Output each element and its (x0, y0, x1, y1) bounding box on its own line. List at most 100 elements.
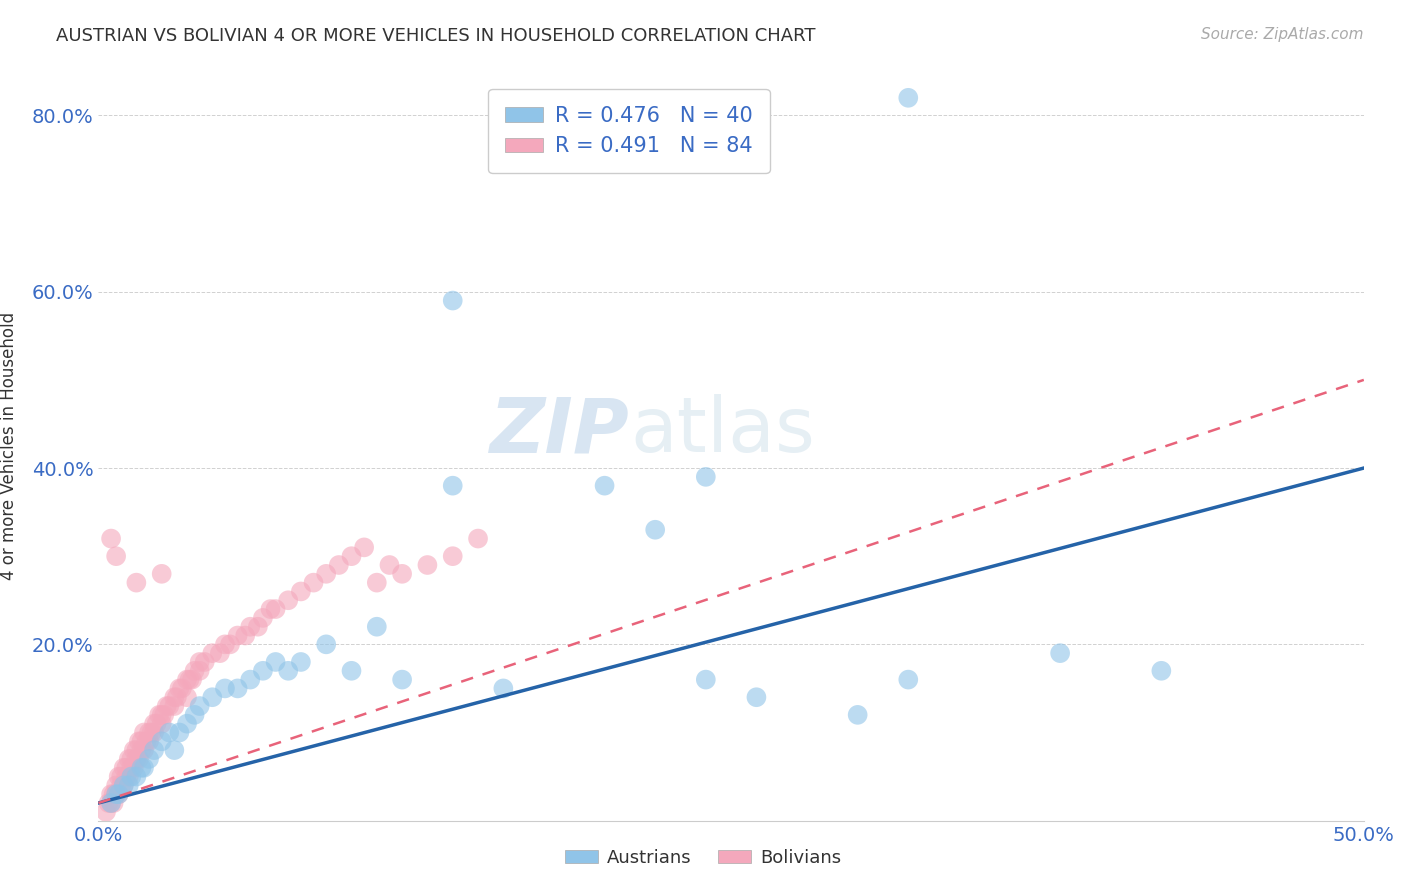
Point (97, 796, 120, 810)
Point (353, 541, 375, 555)
Point (120, 752, 142, 766)
Text: Source: ZipAtlas.com: Source: ZipAtlas.com (1201, 27, 1364, 42)
Point (100, 787, 122, 801)
Point (170, 681, 193, 696)
Point (131, 761, 153, 775)
Point (214, 681, 236, 696)
Point (156, 699, 179, 714)
Text: ZIP: ZIP (491, 394, 630, 468)
Point (169, 681, 191, 696)
Point (176, 690, 198, 705)
Point (219, 637, 242, 651)
Point (745, 690, 768, 705)
Y-axis label: 4 or more Vehicles in Household: 4 or more Vehicles in Household (0, 312, 18, 580)
Point (103, 787, 125, 801)
Point (153, 707, 176, 722)
Legend: R = 0.476   N = 40, R = 0.491   N = 84: R = 0.476 N = 40, R = 0.491 N = 84 (488, 89, 769, 173)
Point (378, 558, 401, 572)
Point (100, 532, 122, 546)
Point (290, 584, 312, 599)
Point (94, 805, 117, 819)
Point (239, 673, 262, 687)
Point (194, 655, 217, 669)
Point (132, 725, 155, 739)
Point (105, 787, 128, 801)
Point (340, 549, 363, 564)
Point (366, 620, 388, 634)
Point (163, 743, 186, 757)
Point (340, 664, 363, 678)
Point (1150, 664, 1173, 678)
Point (593, 478, 616, 492)
Point (416, 558, 439, 572)
Point (1049, 646, 1071, 660)
Point (176, 673, 198, 687)
Point (112, 778, 135, 792)
Point (695, 673, 717, 687)
Point (125, 752, 148, 766)
Point (391, 566, 413, 581)
Point (239, 620, 262, 634)
Point (188, 699, 211, 714)
Point (115, 770, 138, 784)
Point (259, 602, 281, 616)
Point (138, 752, 160, 766)
Point (157, 725, 180, 739)
Legend: Austrians, Bolivians: Austrians, Bolivians (558, 842, 848, 874)
Point (110, 770, 132, 784)
Point (163, 690, 186, 705)
Point (135, 734, 157, 748)
Point (644, 523, 666, 537)
Point (148, 707, 170, 722)
Point (179, 673, 201, 687)
Point (128, 752, 150, 766)
Point (118, 770, 141, 784)
Point (169, 725, 191, 739)
Point (150, 716, 173, 731)
Point (132, 761, 155, 775)
Point (366, 575, 388, 590)
Point (105, 778, 128, 792)
Point (138, 734, 160, 748)
Point (188, 664, 211, 678)
Point (105, 549, 128, 564)
Point (264, 602, 287, 616)
Point (277, 593, 299, 607)
Point (115, 761, 138, 775)
Point (214, 637, 236, 651)
Point (328, 558, 350, 572)
Point (264, 655, 287, 669)
Point (150, 707, 173, 722)
Point (107, 770, 129, 784)
Point (107, 787, 129, 801)
Point (125, 770, 148, 784)
Point (208, 646, 231, 660)
Point (492, 681, 515, 696)
Point (128, 734, 150, 748)
Point (150, 566, 173, 581)
Point (163, 699, 186, 714)
Point (138, 725, 160, 739)
Point (246, 620, 269, 634)
Point (122, 743, 145, 757)
Point (302, 575, 325, 590)
Point (157, 699, 180, 714)
Point (105, 787, 128, 801)
Text: AUSTRIAN VS BOLIVIAN 4 OR MORE VEHICLES IN HOUSEHOLD CORRELATION CHART: AUSTRIAN VS BOLIVIAN 4 OR MORE VEHICLES … (56, 27, 815, 45)
Point (141, 725, 163, 739)
Point (145, 716, 167, 731)
Point (226, 628, 249, 642)
Point (183, 707, 205, 722)
Point (277, 664, 299, 678)
Point (131, 734, 153, 748)
Point (100, 796, 122, 810)
Text: atlas: atlas (630, 394, 814, 468)
Point (103, 796, 125, 810)
Point (131, 743, 153, 757)
Point (125, 743, 148, 757)
Point (315, 566, 337, 581)
Point (120, 770, 142, 784)
Point (150, 734, 173, 748)
Point (100, 796, 122, 810)
Point (166, 690, 188, 705)
